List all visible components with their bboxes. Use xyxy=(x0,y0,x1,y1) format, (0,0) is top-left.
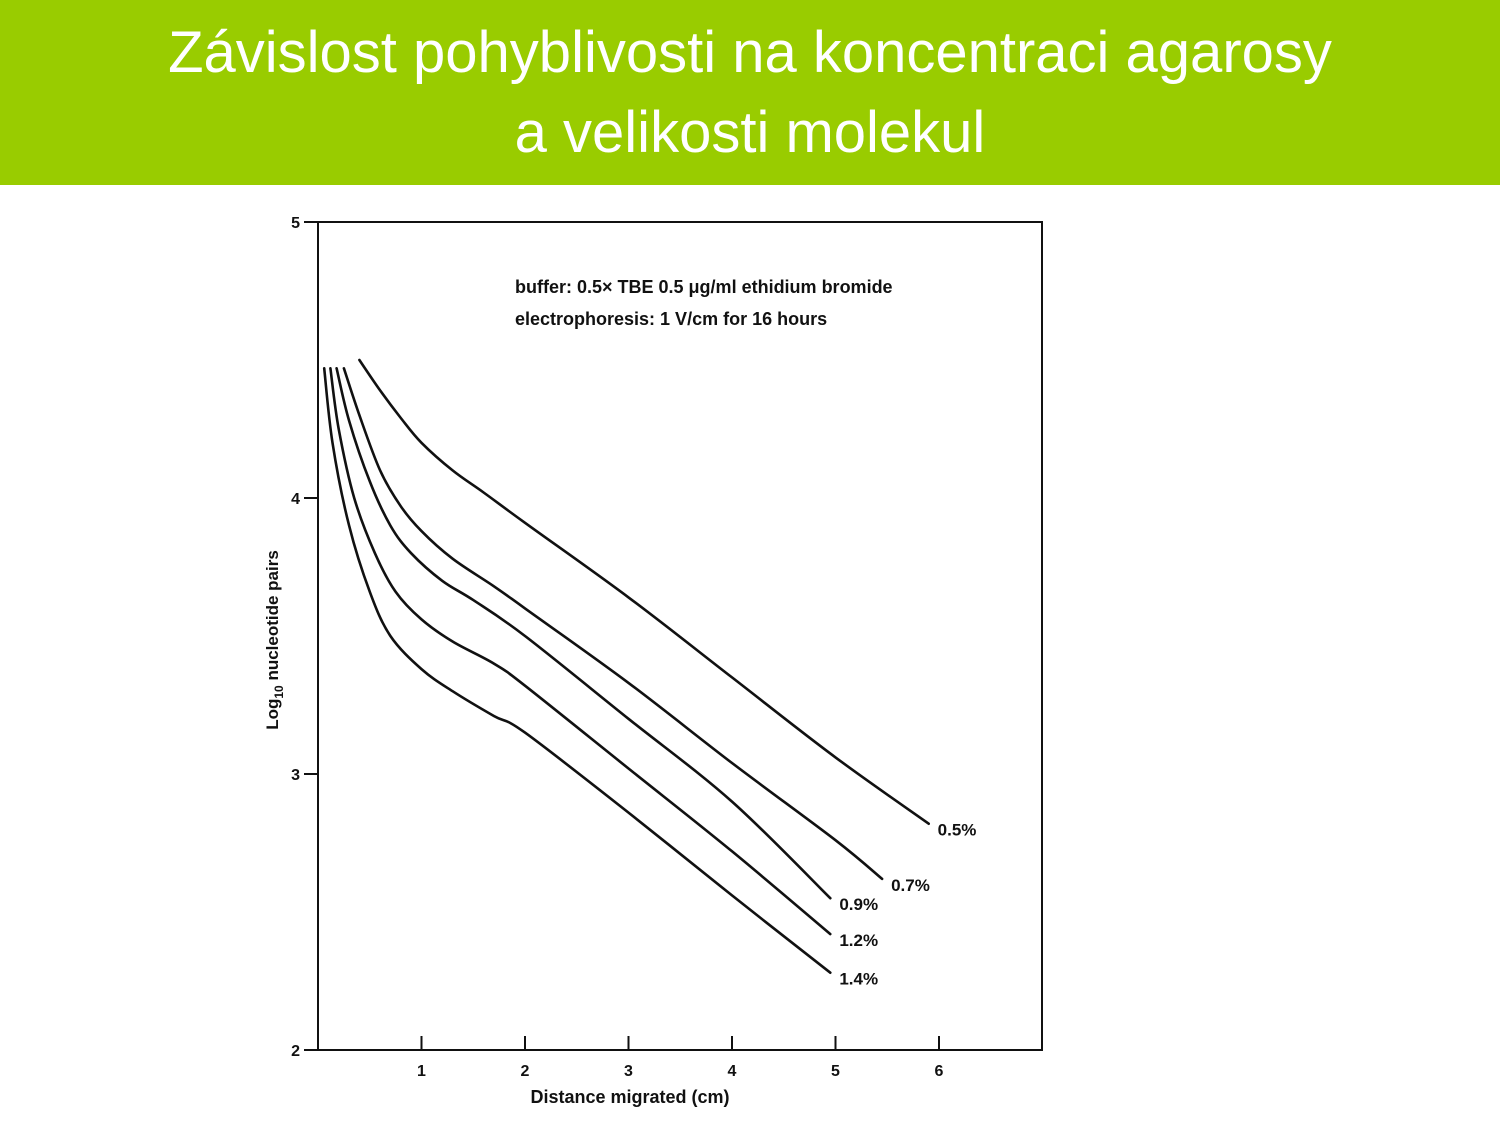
series-label-0-5pct: 0.5% xyxy=(938,821,977,840)
x-axis-label: Distance migrated (cm) xyxy=(530,1087,729,1107)
series-line-0-5pct xyxy=(358,358,930,825)
plot-frame xyxy=(317,221,1043,1051)
slide-title-line-2: a velikosti molekul xyxy=(514,99,986,165)
series-line-0-9pct xyxy=(335,367,832,900)
series-line-1-4pct xyxy=(322,367,832,974)
annotation-electrophoresis: electrophoresis: 1 V/cm for 16 hours xyxy=(515,309,827,329)
series-label-0-7pct: 0.7% xyxy=(891,876,930,895)
y-axis-label-log: Log xyxy=(263,699,282,730)
x-tick-label: 2 xyxy=(521,1063,530,1080)
series-line-1-2pct xyxy=(329,367,832,936)
title-banner: Závislost pohyblivosti na koncentraci ag… xyxy=(0,0,1500,185)
slide-title-line-1: Závislost pohyblivosti na koncentraci ag… xyxy=(168,19,1332,85)
migration-chart: 2 3 4 5 1 2 3 4 5 6 0.5% 0.7% 0.9% 1.2% 1.4% buffer: … xyxy=(263,215,1043,1107)
y-axis-label-rest: nucleotide pairs xyxy=(263,550,282,685)
y-tick-label: 4 xyxy=(291,491,300,508)
x-tick-label: 5 xyxy=(831,1063,840,1080)
series-label-1-4pct: 1.4% xyxy=(839,970,878,989)
x-tick-label: 4 xyxy=(728,1063,737,1080)
annotation-buffer: buffer: 0.5× TBE 0.5 μg/ml ethidium brom… xyxy=(515,277,893,297)
series-label-0-9pct: 0.9% xyxy=(839,895,878,914)
x-tick-label: 1 xyxy=(417,1063,426,1080)
y-axis-label-subscript: 10 xyxy=(272,685,286,699)
series-lines: 0.5% 0.7% 0.9% 1.2% 1.4% xyxy=(322,358,977,989)
series-label-1-2pct: 1.2% xyxy=(839,931,878,950)
y-tick-label: 2 xyxy=(291,1043,300,1060)
axes: 2 3 4 5 1 2 3 4 5 6 xyxy=(291,215,1043,1080)
x-tick-label: 3 xyxy=(624,1063,633,1080)
y-tick-label: 5 xyxy=(291,215,300,232)
series-line-0-7pct xyxy=(342,367,884,881)
y-tick-label: 3 xyxy=(291,767,300,784)
x-tick-label: 6 xyxy=(935,1063,944,1080)
y-axis-label: Log10 nucleotide pairs xyxy=(263,550,286,730)
